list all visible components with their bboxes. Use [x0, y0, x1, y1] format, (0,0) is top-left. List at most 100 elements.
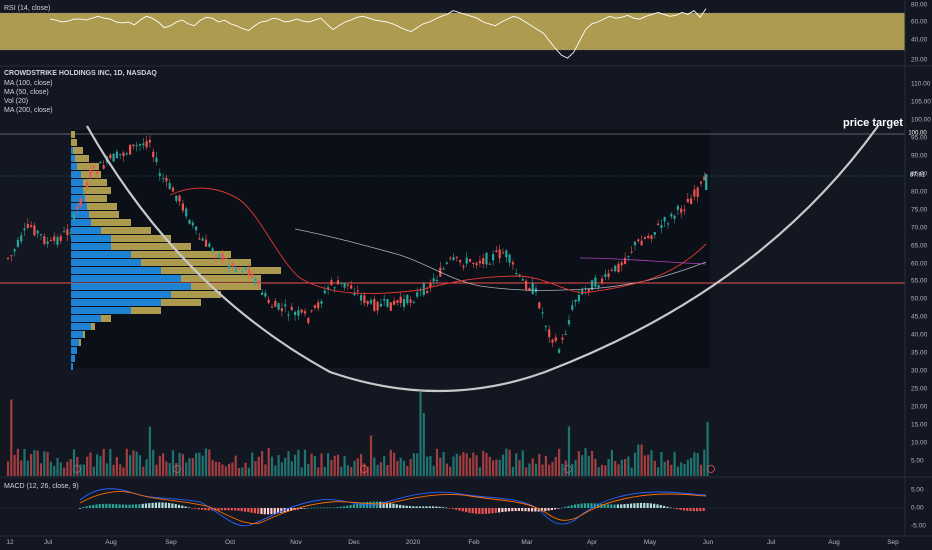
volume-bar: [686, 459, 689, 476]
volume-bar: [597, 467, 600, 476]
volume-bar: [231, 462, 234, 476]
rsi-legend[interactable]: RSI (14, close): [4, 5, 51, 12]
candle-body: [373, 299, 376, 311]
candle-body: [195, 226, 198, 231]
macd-bar: [217, 508, 220, 511]
macd-bar: [161, 502, 164, 508]
volume-bar: [581, 455, 584, 476]
macd-bar: [540, 508, 544, 512]
macd-bar: [455, 508, 458, 510]
candle-body: [290, 306, 293, 311]
ma-100-legend[interactable]: MA (100, close): [4, 80, 53, 87]
vp-row-sell: [73, 147, 83, 154]
macd-bar: [356, 503, 359, 508]
macd-bar: [148, 503, 151, 508]
candle-body: [132, 144, 135, 146]
ma-50-legend[interactable]: MA (50, close): [4, 89, 49, 96]
macd-bar: [135, 504, 138, 508]
candle-body: [251, 273, 254, 279]
volume-bar: [102, 448, 105, 476]
candle-body: [145, 141, 148, 148]
macd-bar: [488, 508, 491, 514]
candle-body: [472, 262, 475, 264]
macd-bar: [300, 508, 303, 509]
candle-body: [129, 144, 132, 155]
volume-bar: [218, 462, 221, 476]
volume-bar: [327, 453, 330, 476]
candle-body: [571, 305, 574, 310]
macd-bar: [656, 504, 659, 508]
candle-body: [525, 280, 528, 290]
candle-body: [607, 273, 610, 277]
ma-200-legend[interactable]: MA (200, close): [4, 107, 53, 114]
macd-bar: [144, 503, 148, 508]
price-tick: 10.00: [911, 439, 928, 447]
macd-legend[interactable]: MACD (12, 26, close, 9): [4, 483, 79, 490]
macd-bar: [257, 508, 260, 514]
volume-bar: [307, 464, 310, 476]
vp-row-buy: [71, 299, 161, 306]
candle-body: [142, 143, 145, 146]
vol-legend[interactable]: Vol (20): [4, 98, 29, 105]
candle-body: [66, 229, 69, 236]
volume-bar: [6, 461, 10, 476]
vp-row-buy: [71, 195, 85, 202]
rsi-tick: 20.00: [911, 56, 928, 64]
volume-bar: [459, 455, 462, 476]
candle-body: [162, 178, 165, 180]
volume-bar: [379, 462, 382, 476]
volume-bar: [46, 451, 49, 476]
volume-bar: [56, 457, 59, 476]
symbol-title[interactable]: CROWDSTRIKE HOLDINGS INC, 1D, NASDAQ: [4, 70, 157, 77]
macd-bar: [164, 502, 167, 508]
macd-bar: [392, 503, 395, 508]
volume-bar: [633, 452, 637, 476]
macd-bar: [319, 507, 322, 509]
candle-body: [640, 240, 643, 246]
macd-bar: [544, 508, 547, 512]
volume-bar: [188, 458, 191, 476]
volume-bar: [346, 465, 349, 476]
vp-row-sell: [91, 323, 95, 330]
candle-body: [277, 303, 280, 310]
time-tick: Sep: [165, 539, 177, 546]
volume-bar: [129, 455, 132, 476]
volume-bar: [505, 448, 508, 476]
macd-bar: [438, 506, 441, 508]
macd-bar: [207, 508, 210, 511]
candle-body: [79, 198, 82, 207]
macd-signal-line: [79, 491, 707, 524]
volume-bar: [485, 452, 488, 476]
vp-row-sell: [101, 227, 151, 234]
macd-bar: [408, 506, 412, 508]
volume-bar: [204, 448, 208, 476]
volume-bar: [39, 463, 43, 476]
volume-bar: [449, 466, 452, 476]
macd-bar: [98, 504, 101, 508]
candle-body: [442, 268, 445, 270]
candle-body: [26, 224, 29, 228]
macd-bar: [567, 505, 570, 508]
candle-body: [237, 267, 241, 269]
candle-body: [165, 177, 168, 182]
volume-bar: [591, 451, 594, 476]
volume-bar: [26, 460, 29, 476]
candle-body: [409, 299, 412, 303]
macd-bar: [412, 506, 415, 508]
candle-body: [72, 213, 76, 220]
volume-bar: [284, 457, 287, 476]
candle-body: [597, 285, 600, 288]
volume-bar: [247, 467, 250, 476]
candle-body: [686, 198, 689, 203]
macd-bar: [603, 504, 606, 508]
candle-body: [92, 166, 95, 169]
volume-bar: [49, 461, 52, 476]
volume-bar: [274, 465, 277, 476]
macd-bar: [666, 506, 669, 508]
macd-bar: [422, 506, 425, 508]
candle-body: [630, 251, 633, 253]
candle-body: [231, 262, 234, 267]
candle-body: [564, 333, 567, 335]
macd-bar: [247, 508, 250, 513]
